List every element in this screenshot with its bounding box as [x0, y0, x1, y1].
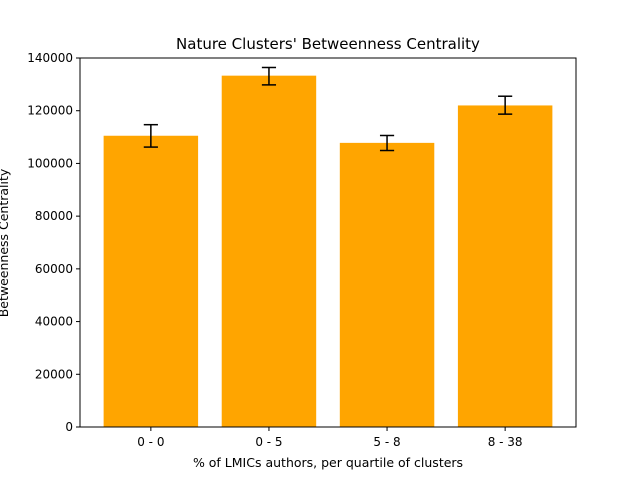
bar — [457, 105, 553, 427]
y-tick-label: 0 — [65, 420, 73, 434]
y-tick-label: 140000 — [27, 51, 73, 65]
x-tick-label: 0 - 0 — [137, 435, 164, 449]
y-tick-label: 80000 — [35, 209, 73, 223]
y-tick-label: 20000 — [35, 367, 73, 381]
y-axis: 0 20000 40000 60000 80000 100000 120000 140000 — [27, 51, 80, 434]
x-axis-label: % of LMICs authors, per quartile of clus… — [193, 455, 463, 470]
chart-title: Nature Clusters' Betweenness Centrality — [176, 35, 480, 53]
y-tick-label: 40000 — [35, 315, 73, 329]
x-tick-label: 8 - 38 — [488, 435, 523, 449]
y-tick-label: 100000 — [27, 156, 73, 170]
y-tick-label: 60000 — [35, 262, 73, 276]
bar — [339, 142, 435, 427]
plot-frame — [79, 57, 577, 428]
bar — [221, 75, 317, 427]
x-axis: 0 - 0 0 - 5 5 - 8 8 - 38 — [137, 427, 523, 449]
x-tick-label: 5 - 8 — [373, 435, 400, 449]
x-tick-label: 0 - 5 — [255, 435, 282, 449]
error-bars-group — [143, 66, 513, 152]
bar — [103, 135, 199, 427]
y-axis-label: Betweenness Centrality — [0, 168, 11, 317]
y-tick-label: 120000 — [27, 104, 73, 118]
bars-group — [103, 75, 553, 427]
